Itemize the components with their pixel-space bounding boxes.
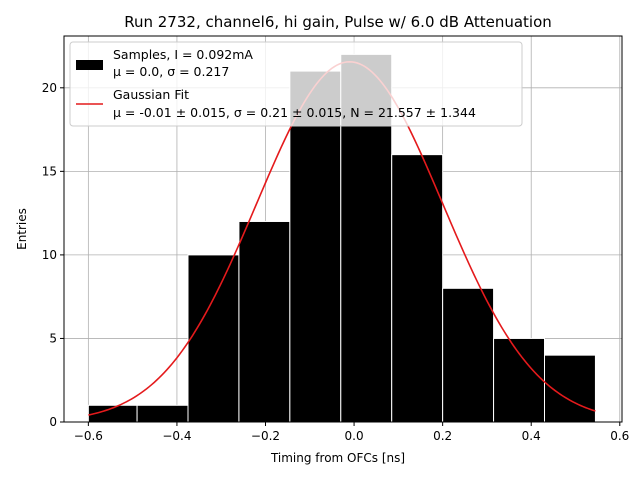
x-tick-label: −0.4 [162, 429, 191, 443]
legend-samples-stats: μ = 0.0, σ = 0.217 [113, 64, 229, 79]
x-tick-label: 0.4 [522, 429, 541, 443]
legend-fit-stats: μ = -0.01 ± 0.015, σ = 0.21 ± 0.015, N =… [113, 105, 476, 120]
legend: Samples, I = 0.092mA μ = 0.0, σ = 0.217 … [69, 41, 523, 127]
histogram-bar [238, 220, 291, 423]
y-tick-label: 15 [42, 164, 57, 178]
x-tick-label: 0.6 [610, 429, 629, 443]
histogram-bar [493, 337, 546, 423]
y-tick-label: 5 [49, 331, 57, 345]
y-axis-label: Entries [15, 208, 29, 250]
plot-frame [63, 35, 623, 423]
legend-samples-label: Samples, I = 0.092mA [113, 47, 253, 62]
histogram-bar [187, 254, 240, 423]
legend-fit-label: Gaussian Fit [113, 87, 189, 102]
histogram-bars [87, 53, 596, 423]
y-tick-label: 0 [49, 415, 57, 429]
histogram-bar [442, 287, 495, 423]
y-axis-ticks: 0 5 10 15 20 [42, 81, 64, 429]
legend-samples-swatch [76, 60, 103, 70]
x-axis-label: Timing from OFCs [ns] [270, 451, 405, 465]
x-tick-label: −0.6 [74, 429, 103, 443]
x-axis-ticks: −0.6 −0.4 −0.2 0.0 0.2 0.4 0.6 [74, 422, 629, 443]
histogram-bar [544, 354, 596, 423]
y-tick-label: 10 [42, 248, 57, 262]
x-tick-label: 0.2 [433, 429, 452, 443]
x-tick-label: −0.2 [251, 429, 280, 443]
histogram-bar [391, 154, 444, 423]
histogram-bar [136, 404, 189, 423]
y-tick-label: 20 [42, 81, 57, 95]
x-tick-label: 0.0 [345, 429, 364, 443]
chart-title: Run 2732, channel6, hi gain, Pulse w/ 6.… [124, 13, 552, 31]
legend-box [69, 41, 523, 127]
